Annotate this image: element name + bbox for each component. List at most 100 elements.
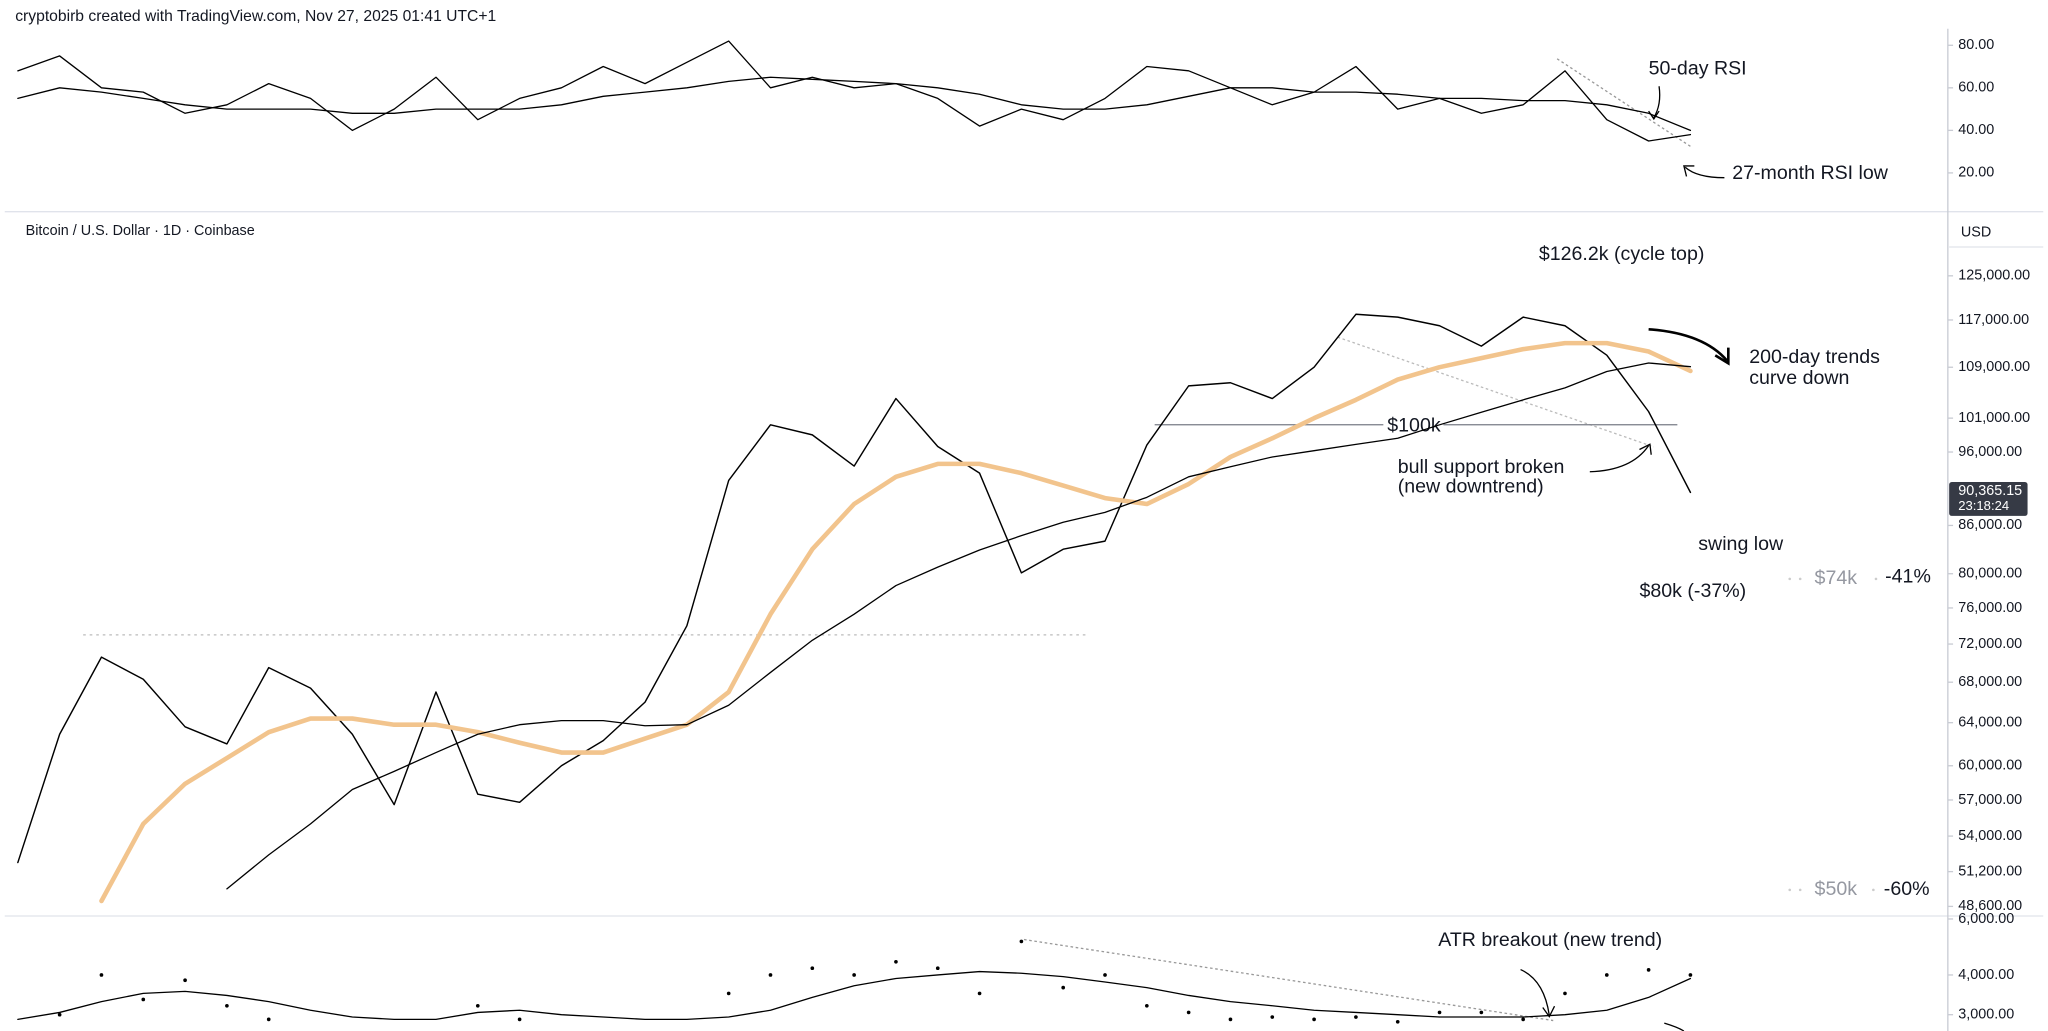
y-tick-label: 6,000.00 — [1958, 911, 2014, 927]
atr-dot — [1437, 1010, 1442, 1015]
y-tick-label: 54,000.00 — [1958, 828, 2022, 844]
atr-dot — [1521, 1017, 1525, 1022]
dot — [1798, 577, 1802, 581]
arrow — [1589, 445, 1650, 473]
arrow — [1684, 166, 1725, 179]
atr-dot — [852, 973, 856, 977]
y-tick-label: 125,000.00 — [1958, 268, 2030, 284]
arrow — [1520, 968, 1550, 1016]
atr-dot — [1604, 973, 1609, 977]
dot — [1874, 577, 1878, 581]
atr-dot — [1646, 968, 1651, 972]
atr-dot — [1186, 1010, 1191, 1015]
countdown: 23:18:24 — [1958, 498, 2009, 513]
arrows — [1520, 86, 1730, 1031]
y-tick-label: 86,000.00 — [1958, 517, 2022, 533]
arrow-head — [1639, 443, 1652, 455]
annotation: -60% — [1884, 878, 1930, 900]
y-tick-label: 80,000.00 — [1958, 566, 2022, 582]
dot — [1788, 888, 1792, 892]
y-tick-label: 57,000.00 — [1958, 792, 2022, 808]
arrow — [1664, 1022, 1685, 1031]
annotation: $74k — [1815, 567, 1858, 589]
atr-dot — [1354, 1015, 1358, 1019]
level-dots — [1788, 577, 1878, 892]
annotation: 50-day RSI — [1649, 57, 1747, 79]
y-tick-label: 20.00 — [1958, 165, 1994, 181]
y-tick-label: 3,000.00 — [1958, 1006, 2014, 1022]
trend-line — [1337, 336, 1655, 448]
atr-dot — [1479, 1010, 1484, 1015]
last-price-box — [1949, 481, 2028, 516]
atr-dot — [57, 1012, 62, 1017]
unit-label: USD — [1961, 224, 1991, 240]
support-label-bg — [1383, 414, 1444, 436]
atr-dot — [141, 997, 146, 1002]
annotation: curve down — [1749, 367, 1849, 389]
y-tick-label: 72,000.00 — [1958, 636, 2022, 652]
header: cryptobirb created with TradingView.com,… — [15, 8, 496, 25]
trend-line — [1023, 938, 1554, 1022]
dot — [1872, 888, 1875, 892]
y-tick-label: 60,000.00 — [1958, 758, 2022, 774]
atr-dot — [894, 959, 898, 964]
arrow-head — [1683, 165, 1695, 177]
dot — [1798, 888, 1802, 892]
series-line — [99, 340, 1693, 904]
atr-dot — [1103, 973, 1107, 977]
annotation: 27-month RSI low — [1732, 162, 1889, 184]
series-line — [17, 40, 1692, 142]
atr-dot — [1563, 991, 1567, 996]
y-tick-label: 40.00 — [1958, 122, 1994, 138]
y-tick-label: 68,000.00 — [1958, 674, 2022, 690]
series-line — [226, 362, 1692, 890]
arrow — [1648, 327, 1729, 362]
arrow-head — [1542, 1005, 1556, 1018]
support-label: $100k — [1387, 414, 1441, 436]
background — [4, 0, 2044, 1031]
pane-title: Bitcoin / U.S. Dollar · 1D · Coinbase — [26, 223, 255, 239]
series-line — [17, 970, 1692, 1021]
atr-dot — [475, 1003, 480, 1008]
annotation: $80k (-37%) — [1639, 580, 1746, 602]
y-tick-label: 64,000.00 — [1958, 714, 2022, 730]
dot — [1788, 577, 1792, 581]
atr-dot — [517, 1017, 522, 1022]
atr-dot — [225, 1003, 229, 1008]
y-tick-label: 117,000.00 — [1958, 312, 2029, 328]
atr-dot — [183, 978, 187, 983]
y-tick-label: 76,000.00 — [1958, 600, 2022, 616]
annotation: swing low — [1698, 533, 1784, 555]
y-tick-label: 80.00 — [1958, 37, 1994, 53]
y-tick-label: 60.00 — [1958, 80, 1994, 96]
annotation: $126.2k (cycle top) — [1539, 243, 1705, 265]
annotation: 200-day trends — [1749, 346, 1880, 368]
series-line — [17, 76, 1692, 132]
y-tick-label: 101,000.00 — [1958, 410, 2030, 426]
atr-dot — [1395, 1019, 1400, 1024]
atr-dot — [99, 973, 104, 977]
atr-dot — [1312, 1017, 1316, 1022]
annotation: bull support broken — [1398, 456, 1565, 478]
atr-dot — [1019, 939, 1024, 944]
atr-dot — [1688, 973, 1693, 977]
atr-dot — [1228, 1017, 1233, 1022]
series-line — [17, 313, 1692, 864]
annotation: (new downtrend) — [1398, 476, 1544, 498]
y-tick-label: 51,200.00 — [1958, 863, 2022, 879]
atr-dot — [977, 991, 982, 996]
annotation: -41% — [1885, 566, 1931, 588]
y-tick-label: 48,600.00 — [1958, 898, 2022, 914]
atr-dot — [810, 966, 815, 971]
atr-dot — [1061, 985, 1066, 990]
y-tick-label: 4,000.00 — [1958, 967, 2014, 983]
atr-dot — [726, 991, 731, 996]
annotation: ATR breakout (new trend) — [1438, 929, 1662, 951]
atr-dot — [1145, 1003, 1149, 1008]
atr-dot — [266, 1017, 271, 1022]
arrow-head — [1714, 347, 1730, 366]
last-price-label: 90,365.15 — [1958, 483, 2022, 499]
atr-dot — [768, 973, 773, 977]
y-tick-label: 109,000.00 — [1958, 359, 2030, 375]
